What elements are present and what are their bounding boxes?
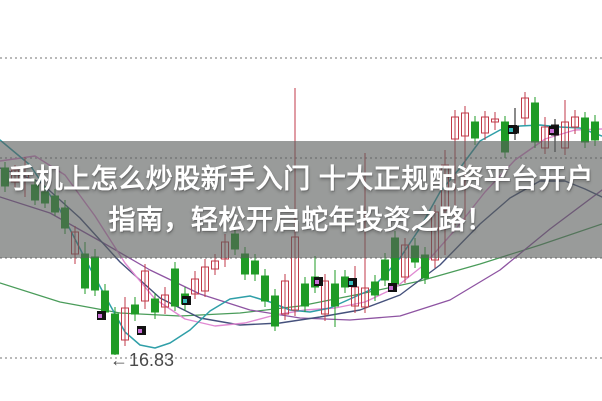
candle-down xyxy=(421,254,429,279)
candle-down xyxy=(581,117,589,143)
candle-up xyxy=(361,287,369,308)
signal-marker-dot xyxy=(138,329,142,333)
candle-down xyxy=(341,276,349,288)
candle-down xyxy=(371,281,379,296)
signal-marker-dot xyxy=(183,299,187,303)
candle-up xyxy=(161,294,169,308)
signal-marker-dot xyxy=(509,128,513,132)
headline-overlay-band: 手机上怎么炒股新手入门 十大正规配资平台开户 指南，轻松开启蛇年投资之路！ xyxy=(0,141,602,258)
low-price-annotation: ←16.83 xyxy=(110,350,174,371)
candle-up xyxy=(461,112,469,137)
candle-down xyxy=(271,295,279,327)
signal-marker-dot xyxy=(315,280,319,284)
headline-line-2: 指南，轻松开启蛇年投资之路！ xyxy=(108,204,494,235)
candle-down xyxy=(331,283,339,307)
signal-marker-dot xyxy=(98,314,102,318)
candle-down xyxy=(471,121,479,139)
candle-down xyxy=(531,102,539,143)
candle-up xyxy=(141,270,149,302)
candle-up xyxy=(321,280,329,315)
low-price-value: 16.83 xyxy=(129,350,175,370)
candle-up xyxy=(201,266,209,292)
candle-down xyxy=(101,290,109,313)
candle-up xyxy=(281,280,289,315)
candle-down xyxy=(91,256,99,291)
candle-down xyxy=(301,283,309,307)
candle-down xyxy=(81,253,89,289)
candle-up xyxy=(451,116,459,140)
candle-down xyxy=(381,259,389,281)
candle-up xyxy=(191,278,199,295)
signal-marker-dot xyxy=(349,281,353,285)
signal-marker-dot xyxy=(389,286,393,290)
signal-marker-dot xyxy=(550,129,554,133)
left-arrow-icon: ← xyxy=(110,350,128,370)
candle-up xyxy=(491,118,499,123)
candle-up xyxy=(521,97,529,119)
headline-line-1: 手机上怎么炒股新手入门 十大正规配资平台开户 xyxy=(8,163,594,194)
candle-down xyxy=(261,275,269,302)
candle-down xyxy=(131,304,139,315)
candle-up xyxy=(121,307,129,341)
candle-up xyxy=(211,260,219,270)
candle-down xyxy=(251,260,259,275)
candle-down xyxy=(151,298,159,313)
candle-down xyxy=(591,121,599,141)
candle-down xyxy=(111,313,119,355)
candle-up xyxy=(481,116,489,134)
candle-up xyxy=(571,116,579,128)
candle-down xyxy=(171,268,179,307)
